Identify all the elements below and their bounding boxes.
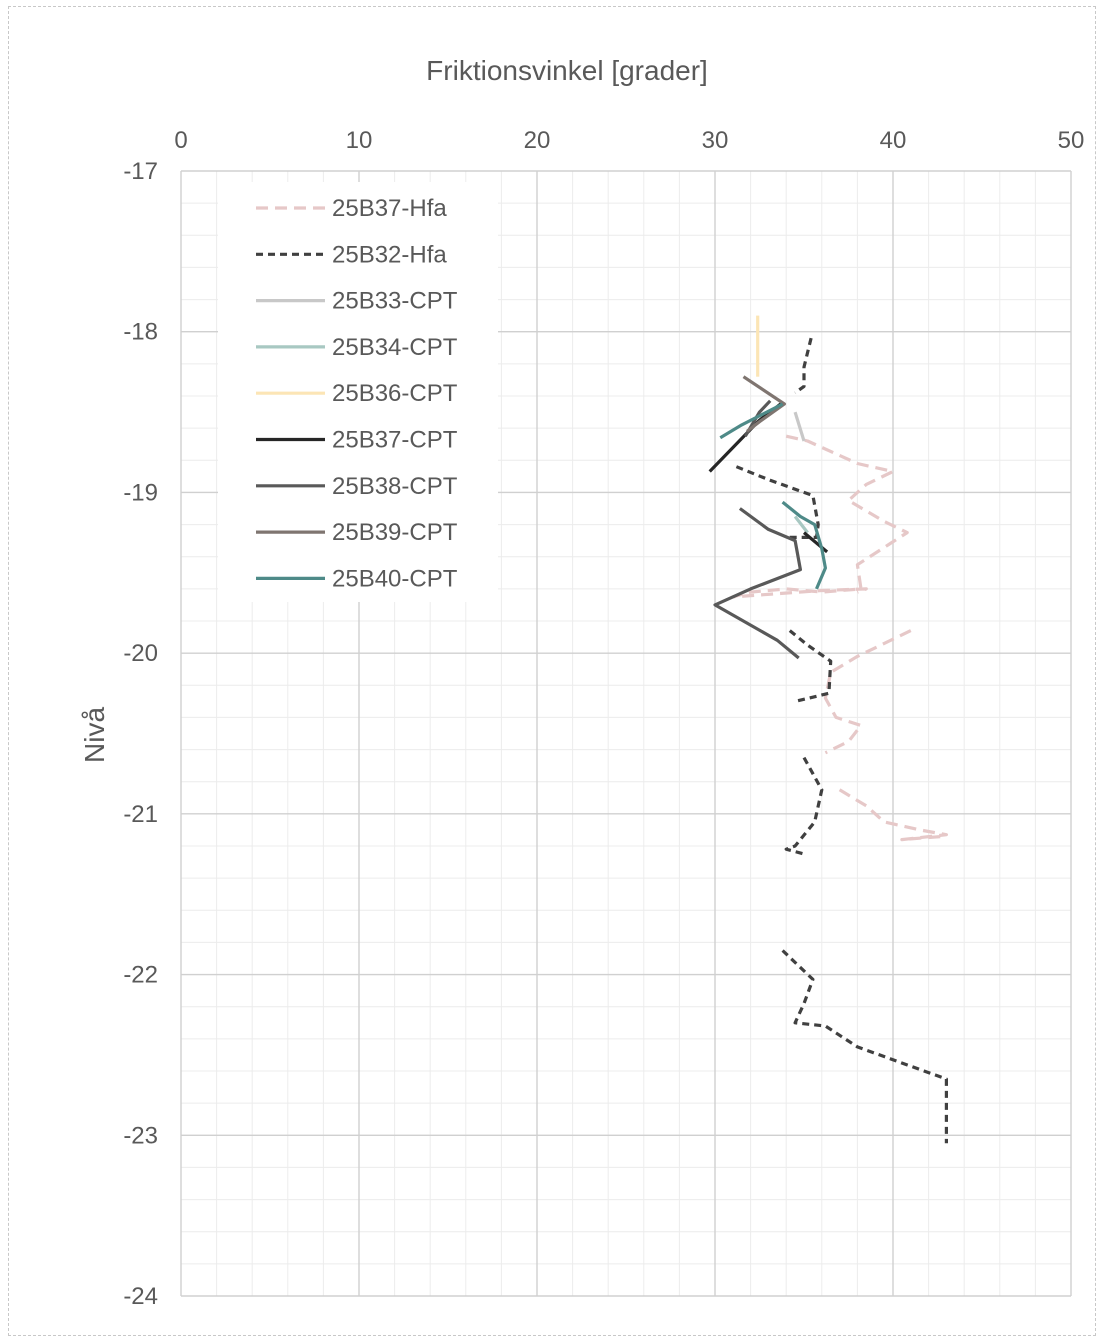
- series-line-25b32-hfa: [781, 949, 949, 1144]
- series-layer: [708, 315, 949, 1144]
- x-tick-label: 10: [346, 127, 373, 154]
- x-tick-label: 40: [880, 127, 907, 154]
- x-tick-labels: 0 10 20 30 40 50: [174, 127, 1084, 154]
- series-line-25b37-hfa: [823, 629, 912, 755]
- legend-label: 25B37-Hfa: [332, 195, 447, 222]
- legend-label: 25B37-CPT: [332, 427, 458, 454]
- chart-frame: [8, 6, 1096, 1336]
- series-line-25b37-hfa: [731, 434, 909, 599]
- y-tick-label: -24: [123, 1283, 158, 1310]
- y-axis-title: Nivå: [79, 707, 110, 763]
- y-tick-label: -20: [123, 640, 158, 667]
- series-line-25b33-cpt: [793, 411, 806, 442]
- y-tick-label: -23: [123, 1122, 158, 1149]
- y-tick-label: -18: [123, 319, 158, 346]
- legend-label: 25B38-CPT: [332, 473, 458, 500]
- x-axis-title: Friktionsvinkel [grader]: [426, 55, 708, 86]
- y-tick-label: -21: [123, 801, 158, 828]
- series-line-25b38-cpt: [713, 507, 803, 660]
- legend-label: 25B32-Hfa: [332, 241, 447, 268]
- major-gridlines: [180, 170, 1072, 1297]
- series-line-25b40-cpt: [781, 500, 828, 590]
- legend-label: 25B33-CPT: [332, 288, 458, 315]
- legend-label: 25B40-CPT: [332, 565, 458, 592]
- legend-label: 25B34-CPT: [332, 334, 458, 361]
- series-line-25b40-cpt: [719, 402, 784, 440]
- series-line-25b32-hfa: [788, 629, 833, 703]
- y-tick-labels: -17 -18 -19 -20 -21 -22 -23 -24: [123, 158, 158, 1310]
- legend-label: 25B36-CPT: [332, 380, 458, 407]
- y-tick-label: -17: [123, 158, 158, 185]
- x-tick-label: 30: [702, 127, 729, 154]
- x-tick-label: 0: [174, 127, 187, 154]
- series-line-25b39-cpt: [742, 375, 787, 433]
- series-line-25b34-cpt: [793, 515, 809, 534]
- legend: 25B37-Hfa 25B32-Hfa 25B33-CPT 25B34-CPT 25B3…: [218, 182, 498, 602]
- y-tick-label: -19: [123, 479, 158, 506]
- x-tick-label: 20: [524, 127, 551, 154]
- series-line-25b32-hfa: [794, 337, 813, 395]
- legend-label: 25B39-CPT: [332, 519, 458, 546]
- series-line-25b37-hfa: [838, 788, 949, 842]
- y-tick-label: -22: [123, 962, 158, 989]
- series-line-25b32-hfa: [735, 465, 820, 540]
- series-line-25b32-hfa: [784, 756, 824, 856]
- x-tick-label: 50: [1058, 127, 1085, 154]
